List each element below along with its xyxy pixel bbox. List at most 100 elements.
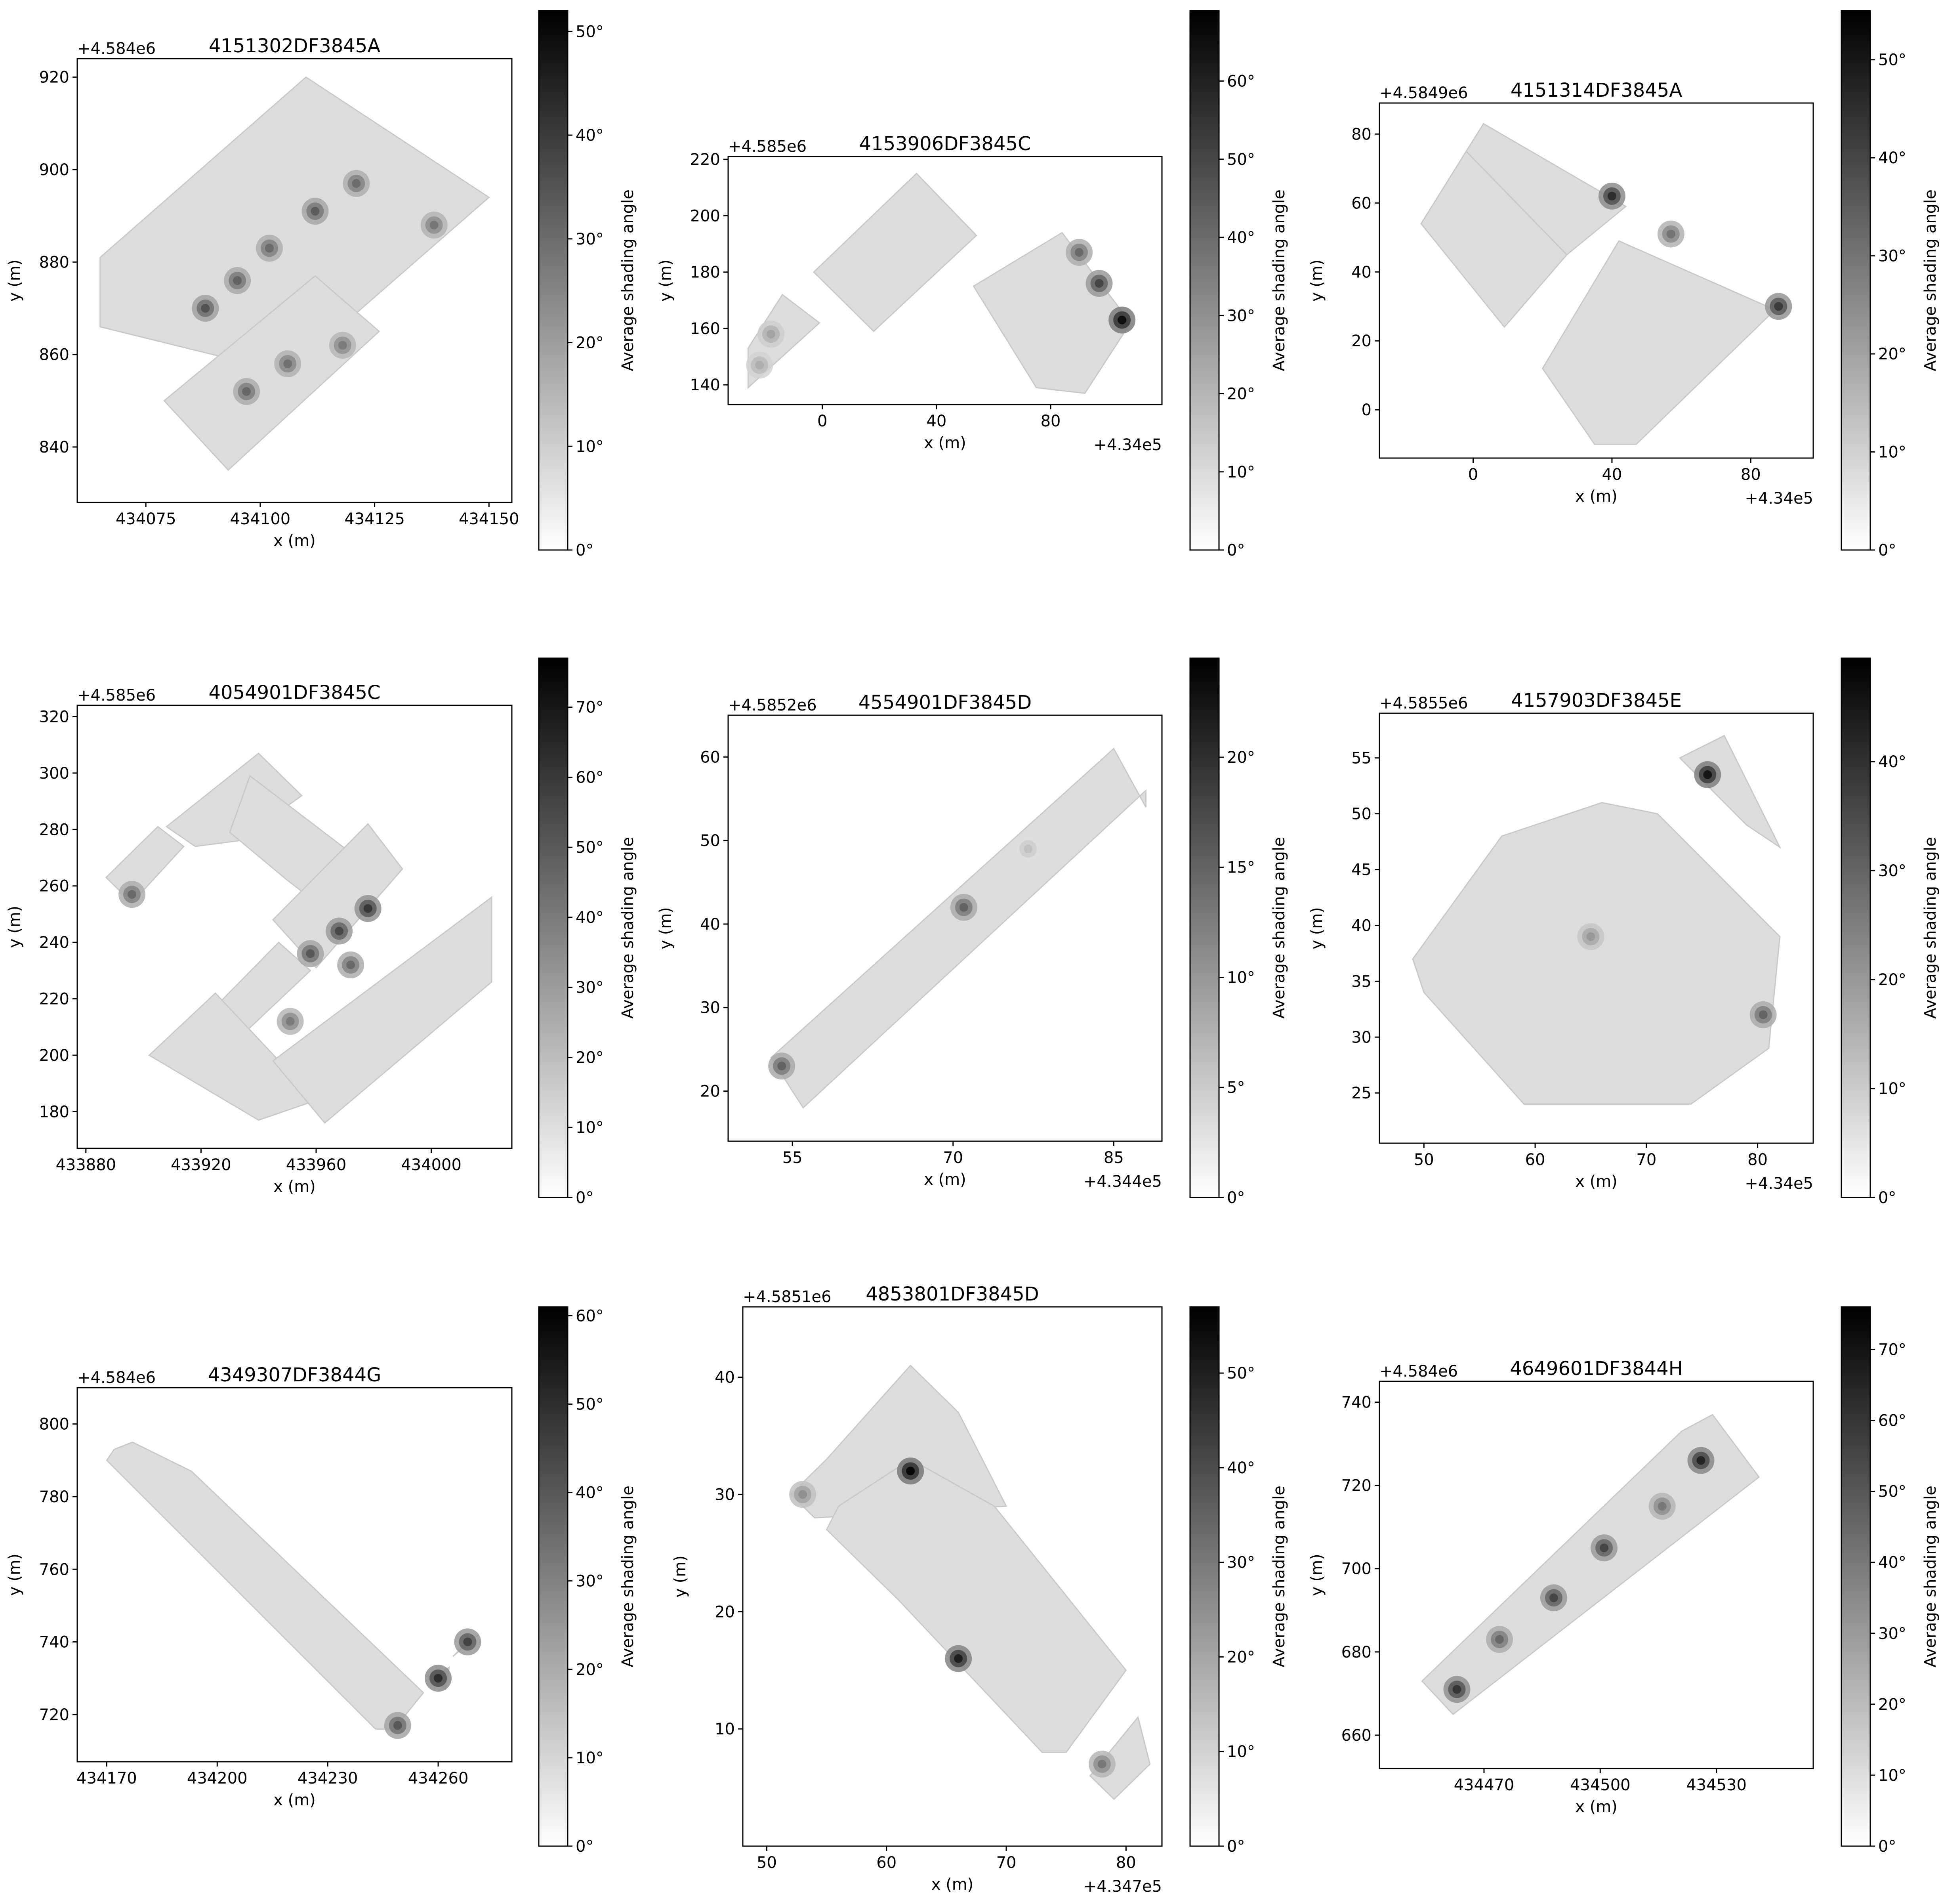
y-axis-label: y (m): [656, 260, 675, 302]
y-tick-label: 760: [39, 1560, 69, 1579]
colorbar-tick-label: 0°: [576, 541, 593, 560]
y-tick-label: 45: [1351, 861, 1372, 879]
shading-hotspot-core: [1452, 1685, 1461, 1694]
axes-frame: [76, 58, 513, 503]
colorbar-tick-label: 50°: [576, 838, 604, 857]
chart-title: 4853801DF3845D: [866, 1283, 1039, 1305]
shading-hotspot-core: [1666, 229, 1675, 239]
chart-panel: 4649601DF3844H 434470 434500 434530 660 680 70…: [1308, 1306, 1940, 1856]
y-tick-label: 50: [700, 832, 720, 850]
colorbar-tick-label: 70°: [576, 699, 604, 717]
x-tick-label: 434230: [298, 1769, 358, 1788]
y-tick-label: 80: [1351, 125, 1372, 143]
colorbar-tick-label: 0°: [1227, 1189, 1245, 1207]
y-axis-offset: +4.5849e6: [1379, 84, 1468, 102]
x-tick-label: 80: [1747, 1151, 1768, 1169]
shading-hotspot-core: [1495, 1635, 1504, 1644]
shading-hotspot-core: [1549, 1593, 1558, 1602]
y-tick-label: 60: [1351, 194, 1372, 212]
y-axis-label: y (m): [1308, 1554, 1326, 1596]
x-axis-offset: +4.347e5: [1084, 1877, 1162, 1896]
x-tick-label: 434150: [459, 510, 519, 528]
colorbar-tick-label: 20°: [1227, 385, 1255, 403]
shading-hotspot-core: [338, 341, 347, 350]
y-tick-label: 720: [39, 1706, 69, 1724]
x-tick-label: 80: [1041, 412, 1061, 430]
colorbar-tick-label: 30°: [576, 979, 604, 997]
x-tick-label: 50: [1414, 1151, 1434, 1169]
colorbar-tick-label: 40°: [576, 909, 604, 927]
y-axis-label: y (m): [6, 1554, 24, 1596]
x-tick-label: 50: [757, 1854, 777, 1872]
y-tick-label: 860: [39, 346, 69, 364]
y-axis-offset: +4.585e6: [728, 138, 807, 156]
shading-hotspot-core: [283, 359, 292, 368]
axes-frame: [727, 156, 1163, 405]
building-footprint: [272, 896, 492, 1124]
shading-hotspot-core: [959, 903, 968, 912]
axes-frame: [742, 1306, 1163, 1847]
colorbar-tick-label: 40°: [1878, 149, 1906, 167]
colorbar: [538, 10, 568, 551]
colorbar-tick-label: 0°: [1227, 1837, 1245, 1856]
colorbar-tick-label: 60°: [576, 1307, 604, 1325]
colorbar-tick-label: 20°: [576, 1661, 604, 1679]
shading-hotspot-core: [1095, 279, 1104, 288]
colorbar-tick-label: 30°: [1878, 247, 1906, 265]
y-axis-label: y (m): [671, 1555, 689, 1598]
y-tick-label: 180: [39, 1103, 69, 1121]
y-tick-label: 800: [39, 1415, 69, 1434]
shading-hotspot-core: [311, 207, 320, 216]
building-footprint: [1412, 802, 1781, 1105]
y-tick-label: 300: [39, 764, 69, 783]
x-tick-label: 434530: [1686, 1776, 1747, 1794]
axes-frame: [76, 705, 513, 1149]
y-tick-label: 50: [1351, 805, 1372, 823]
y-tick-label: 180: [690, 264, 720, 282]
colorbar-label: Average shading angle: [619, 189, 637, 371]
colorbar-tick-label: 30°: [576, 230, 604, 248]
colorbar: [1189, 657, 1220, 1198]
y-tick-label: 220: [39, 990, 69, 1008]
colorbar-label: Average shading angle: [1921, 189, 1940, 371]
chart-title: 4554901DF3845D: [858, 691, 1032, 714]
shading-hotspot-core: [1075, 248, 1084, 257]
colorbar-label: Average shading angle: [1270, 837, 1288, 1019]
shading-hotspot-core: [363, 904, 372, 913]
chart-panel: 4153906DF3845C 0 40 80 140 160 180 200 220 x (m) y…: [656, 10, 1288, 560]
y-axis-offset: +4.5852e6: [728, 696, 817, 714]
y-axis-offset: +4.584e6: [77, 1369, 156, 1387]
colorbar: [1841, 657, 1871, 1198]
colorbar-tick-label: 10°: [1227, 463, 1255, 481]
y-tick-label: 700: [1341, 1560, 1372, 1578]
colorbar-label: Average shading angle: [1270, 1486, 1288, 1667]
plot-area: [1412, 735, 1782, 1105]
x-tick-label: 433880: [55, 1156, 116, 1174]
shading-hotspot-core: [1600, 1543, 1609, 1553]
colorbar-tick-label: 20°: [576, 334, 604, 352]
building-footprint: [163, 275, 380, 471]
y-tick-label: 740: [39, 1633, 69, 1652]
x-tick-label: 434000: [401, 1156, 462, 1174]
building-footprint: [790, 1364, 1007, 1519]
x-tick-label: 55: [782, 1149, 803, 1167]
colorbar-tick-label: 40°: [576, 126, 604, 145]
y-tick-label: 920: [39, 69, 69, 87]
x-tick-label: 434260: [408, 1769, 469, 1788]
colorbar-tick-label: 30°: [1878, 1625, 1906, 1643]
x-tick-label: 70: [996, 1854, 1017, 1872]
colorbar-tick-label: 30°: [1227, 307, 1255, 325]
x-tick-label: 40: [926, 412, 946, 430]
colorbar-tick-label: 60°: [1227, 73, 1255, 91]
colorbar-tick-label: 0°: [1878, 1189, 1896, 1207]
building-footprint: [106, 1441, 424, 1730]
x-tick-label: 70: [943, 1149, 963, 1167]
colorbar-tick-label: 40°: [1227, 229, 1255, 247]
shading-hotspot-core: [906, 1467, 915, 1476]
shading-hotspot-core: [1696, 1456, 1705, 1465]
colorbar-tick-label: 60°: [1878, 1412, 1906, 1430]
y-tick-label: 900: [39, 161, 69, 179]
chart-panel: 4157903DF3845E 50 60 70 80 25 30 35 40 45 50 55 x (m…: [1308, 657, 1940, 1207]
y-tick-label: 840: [39, 438, 69, 456]
x-tick-label: 434500: [1570, 1776, 1631, 1794]
